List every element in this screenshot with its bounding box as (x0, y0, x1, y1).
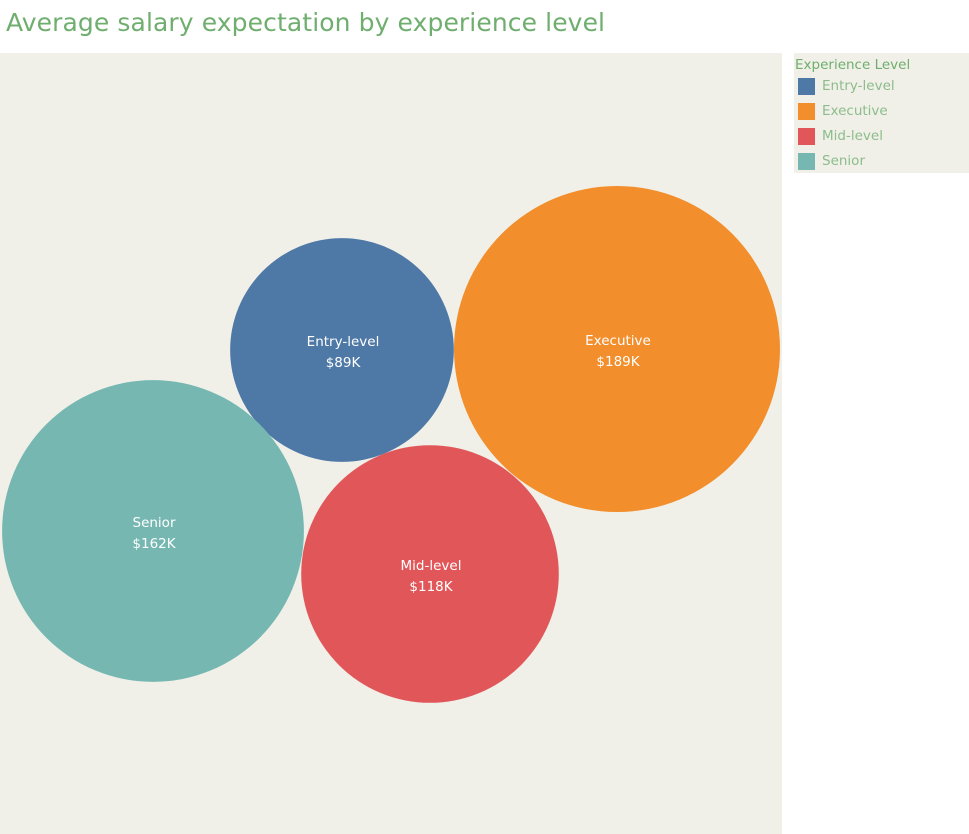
bubble-value-label: $89K (326, 355, 362, 371)
legend: Experience Level Entry-level Executive M… (794, 53, 969, 173)
bubble-value-label: $118K (409, 579, 453, 595)
bubble-category-label: Mid-level (401, 558, 462, 574)
legend-label: Mid-level (822, 128, 883, 144)
legend-label: Executive (822, 103, 888, 119)
bubble-category-label: Executive (585, 333, 651, 349)
legend-item-senior[interactable]: Senior (798, 152, 865, 170)
legend-swatch (798, 77, 815, 95)
bubble-value-label: $189K (596, 354, 640, 370)
legend-item-entry-level[interactable]: Entry-level (798, 77, 895, 95)
legend-label: Senior (822, 153, 865, 169)
bubble-mid-level[interactable] (301, 445, 559, 703)
legend-swatch (798, 152, 815, 170)
legend-item-mid-level[interactable]: Mid-level (798, 127, 883, 145)
chart-title: Average salary expectation by experience… (6, 8, 606, 37)
bubble-executive[interactable] (454, 186, 780, 512)
bubble-value-label: $162K (132, 536, 176, 552)
legend-swatch (798, 127, 815, 145)
bubble-entry-level[interactable] (230, 238, 454, 462)
bubble-senior[interactable] (2, 380, 304, 682)
bubble-category-label: Senior (133, 515, 176, 531)
legend-swatch (798, 102, 815, 120)
plot-area: Entry-level $89K Executive $189K Mid-level $1… (0, 53, 782, 834)
legend-item-executive[interactable]: Executive (798, 102, 888, 120)
legend-title: Experience Level (795, 57, 911, 73)
bubble-chart: Entry-level $89K Executive $189K Mid-level $1… (2, 186, 780, 703)
legend-label: Entry-level (822, 78, 895, 94)
bubble-category-label: Entry-level (307, 334, 380, 350)
